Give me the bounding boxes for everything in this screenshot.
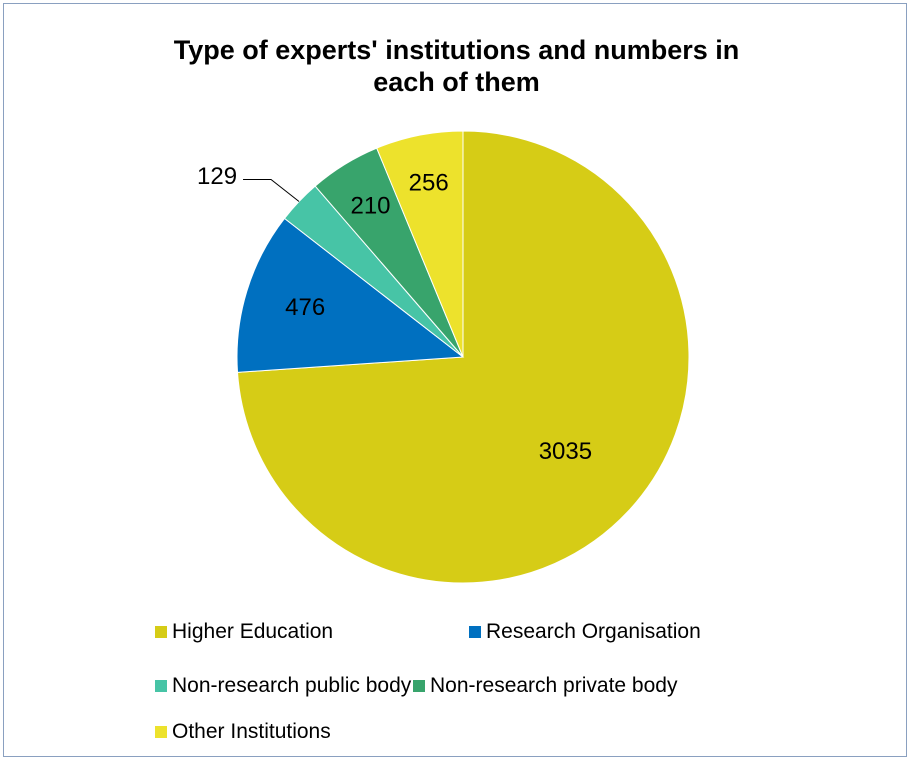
legend-swatch-higher-education bbox=[155, 626, 167, 638]
legend-label-other-institutions: Other Institutions bbox=[172, 720, 331, 743]
legend-label-higher-education: Higher Education bbox=[172, 620, 334, 643]
legend-label-non-research-public-body: Non-research public body bbox=[172, 674, 412, 697]
chart-title-line-1: Type of experts' institutions and number… bbox=[173, 35, 740, 65]
pie-slice-research-organisation bbox=[236, 217, 465, 373]
legend-swatch-research-organisation bbox=[469, 626, 481, 638]
legend-swatch-other-institutions bbox=[155, 726, 167, 738]
pie-slice-other-institutions bbox=[376, 130, 464, 358]
data-label-non-research-private-body: 210 bbox=[350, 192, 390, 219]
data-label-higher-education: 3035 bbox=[539, 438, 592, 465]
leader-line-non-research-public-body bbox=[243, 178, 300, 202]
legend-label-non-research-private-body: Non-research private body bbox=[430, 674, 678, 697]
chart-title: Type of experts' institutions and number… bbox=[0, 34, 913, 98]
data-label-non-research-public-body: 129 bbox=[197, 163, 237, 190]
data-label-research-organisation: 476 bbox=[285, 294, 325, 321]
data-label-other-institutions: 256 bbox=[409, 169, 449, 196]
legend-swatch-non-research-private-body bbox=[413, 680, 425, 692]
legend-swatch-non-research-public-body bbox=[155, 680, 167, 692]
legend-label-research-organisation: Research Organisation bbox=[486, 620, 701, 643]
chart-title-line-2: each of them bbox=[373, 67, 540, 97]
